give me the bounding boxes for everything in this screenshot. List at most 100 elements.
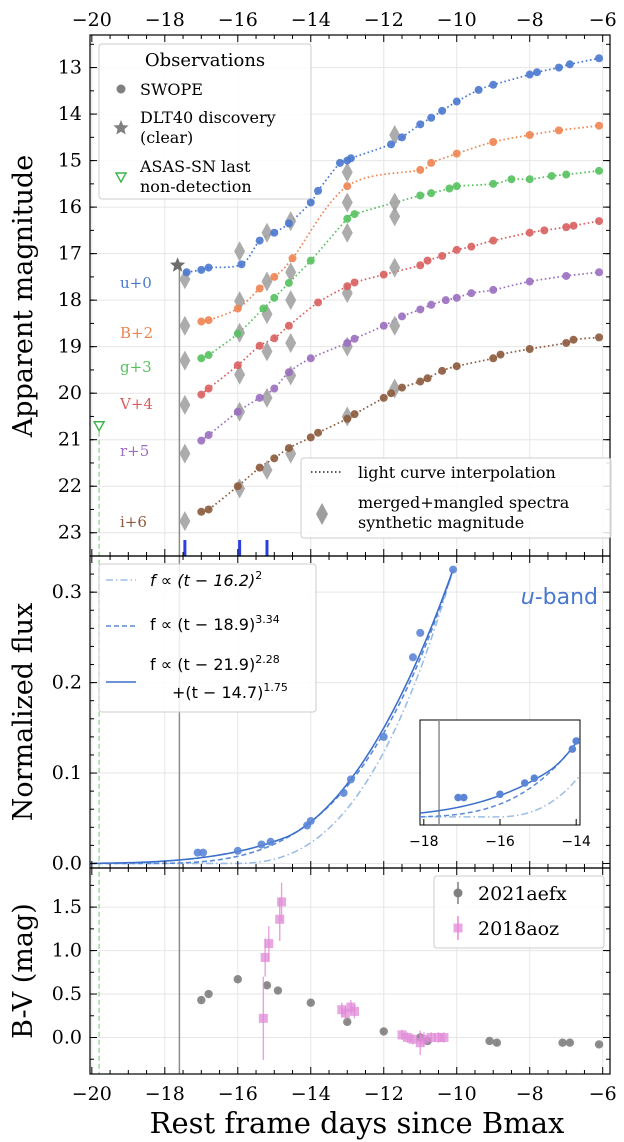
swope-point-u+0 xyxy=(438,106,447,115)
point-2021aefx xyxy=(565,1038,575,1047)
swope-point-i+6 xyxy=(255,463,264,472)
legend-fit-3-line2: +(t − 14.7)1.75 xyxy=(172,681,288,702)
swope-point-r+5 xyxy=(343,338,352,347)
swope-point-u+0 xyxy=(306,198,315,207)
interpolation-legend: light curve interpolation merged+mangled… xyxy=(300,457,612,539)
swope-point-u+0 xyxy=(416,120,425,129)
observations-legend: Observations SWOPE DLT40 discovery (clea… xyxy=(98,43,312,200)
swope-point-i+6 xyxy=(562,338,571,347)
swope-point-u+0 xyxy=(595,54,604,63)
point-2021aefx xyxy=(558,1038,567,1047)
swope-point-g+3 xyxy=(525,175,534,184)
swope-point-V+4 xyxy=(423,256,432,265)
synthetic-magnitude-marker xyxy=(341,192,353,213)
swope-point-r+5 xyxy=(379,321,388,330)
swope-point-i+6 xyxy=(438,366,447,375)
band-label-u: u+0 xyxy=(120,274,152,292)
swope-point-V+4 xyxy=(314,298,323,307)
swope-point-g+3 xyxy=(416,191,425,200)
top-y-tick-label: 14 xyxy=(58,103,82,125)
top-ylabel: Apparent magnitude xyxy=(8,155,39,438)
point-2021aefx xyxy=(204,989,213,999)
point-2018aoz xyxy=(433,1032,443,1042)
color-legend: 2021aefx 2018aoz xyxy=(433,875,605,949)
swope-point-g+3 xyxy=(270,293,279,302)
inset-flux-point xyxy=(460,793,468,802)
band-label-i: i+6 xyxy=(120,513,147,531)
swope-point-u+0 xyxy=(314,186,323,195)
synthetic-magnitude-marker xyxy=(389,125,401,146)
color-legend-box xyxy=(433,875,605,949)
swope-point-g+3 xyxy=(445,184,454,193)
top-y-tick-label: 17 xyxy=(58,243,82,265)
swope-point-V+4 xyxy=(204,384,213,393)
point-2021aefx xyxy=(306,998,315,1007)
synthetic-magnitude-marker xyxy=(389,206,401,227)
synthetic-magnitude-marker xyxy=(285,332,297,353)
swope-point-B+2 xyxy=(343,182,352,191)
swope-point-i+6 xyxy=(379,393,388,402)
fit-legend: f ∝ (t − 16.2)2 f ∝ (t − 18.9)3.34 f ∝ (… xyxy=(98,563,317,713)
swope-point-B+2 xyxy=(595,121,604,130)
swope-point-r+5 xyxy=(441,296,450,305)
inset-flux-point xyxy=(520,779,529,787)
swope-point-r+5 xyxy=(204,431,213,440)
swope-marker-icon xyxy=(116,84,126,94)
swope-point-u+0 xyxy=(554,63,563,72)
swope-point-g+3 xyxy=(547,171,556,180)
top-y-tick-label: 20 xyxy=(58,382,82,404)
swope-point-V+4 xyxy=(379,270,388,279)
swope-point-B+2 xyxy=(452,149,461,158)
swope-point-u+0 xyxy=(255,236,264,245)
swope-point-u+0 xyxy=(489,80,498,89)
point-2021aefx xyxy=(262,981,272,990)
u-band-annotation: u-band xyxy=(521,585,598,610)
inset-flux-point xyxy=(568,745,577,753)
fit-legend-box xyxy=(98,563,317,713)
xlabel: Rest frame days since Bmax xyxy=(150,1106,565,1140)
swope-point-i+6 xyxy=(569,335,578,344)
legend-dlt40-line2: (clear) xyxy=(140,128,193,147)
synthetic-magnitude-marker xyxy=(389,257,401,278)
point-2018aoz xyxy=(397,1030,407,1040)
swope-point-V+4 xyxy=(540,226,549,235)
legend-swope: SWOPE xyxy=(140,80,203,99)
swope-point-u+0 xyxy=(197,265,206,274)
flux-point xyxy=(199,848,208,857)
point-2021aefx xyxy=(343,1017,352,1027)
swope-point-g+3 xyxy=(343,214,352,223)
point-2018aoz xyxy=(426,1032,436,1042)
swope-point-u+0 xyxy=(182,268,191,277)
inset-flux-point xyxy=(496,790,504,799)
swope-point-g+3 xyxy=(350,210,359,219)
swope-point-i+6 xyxy=(387,389,396,398)
band-label-B: B+2 xyxy=(120,324,153,342)
top-y-tick-label: 16 xyxy=(58,196,82,218)
band-labels: u+0 B+2 g+3 V+4 r+5 i+6 xyxy=(119,274,153,531)
swope-point-i+6 xyxy=(350,410,359,419)
inset-flux-point xyxy=(572,737,580,745)
synthetic-magnitude-marker xyxy=(179,511,191,532)
synthetic-magnitude-marker xyxy=(261,222,273,243)
swope-point-V+4 xyxy=(233,361,242,370)
swope-point-u+0 xyxy=(387,140,396,149)
synthetic-magnitude-marker xyxy=(285,262,297,283)
swope-point-u+0 xyxy=(533,68,542,77)
synthetic-magnitude-marker xyxy=(389,192,401,213)
synthetic-magnitude-marker xyxy=(179,394,191,415)
swope-point-i+6 xyxy=(496,350,505,359)
bottom-x-tick-label: −20 xyxy=(72,1083,112,1105)
point-2018aoz xyxy=(408,1034,418,1044)
middle-ylabel: Normalized flux xyxy=(8,603,39,821)
flux-point xyxy=(339,788,348,797)
swope-point-B+2 xyxy=(525,131,534,140)
legend-2018aoz-marker-icon xyxy=(453,923,463,933)
swope-point-B+2 xyxy=(554,126,563,135)
fit-curve-2 xyxy=(90,569,454,865)
bottom-x-tick-label: −8 xyxy=(516,1083,544,1105)
swope-point-g+3 xyxy=(427,189,436,198)
swope-point-V+4 xyxy=(595,217,604,226)
flux-point xyxy=(306,816,315,825)
swope-point-g+3 xyxy=(452,182,461,191)
point-2018aoz xyxy=(350,1006,360,1016)
